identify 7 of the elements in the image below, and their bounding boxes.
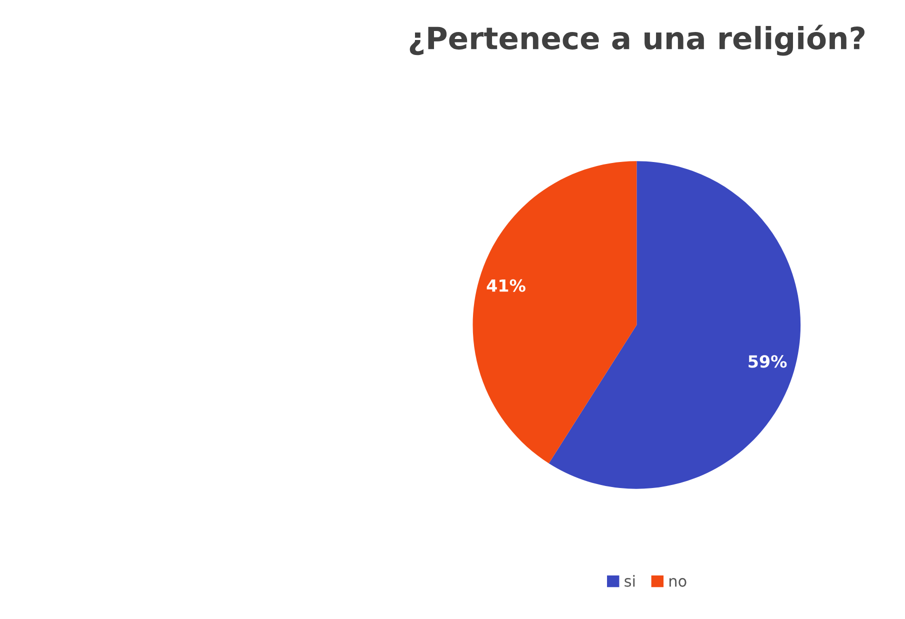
legend-label: si — [624, 574, 635, 587]
legend-label: no — [669, 578, 686, 587]
chart-title: ¿Pertenece a una religión? — [410, 24, 865, 56]
pie-slice — [472, 161, 637, 464]
pie-slice — [548, 161, 801, 489]
data-label: 41% — [486, 279, 526, 292]
data-label: 59% — [748, 355, 787, 368]
